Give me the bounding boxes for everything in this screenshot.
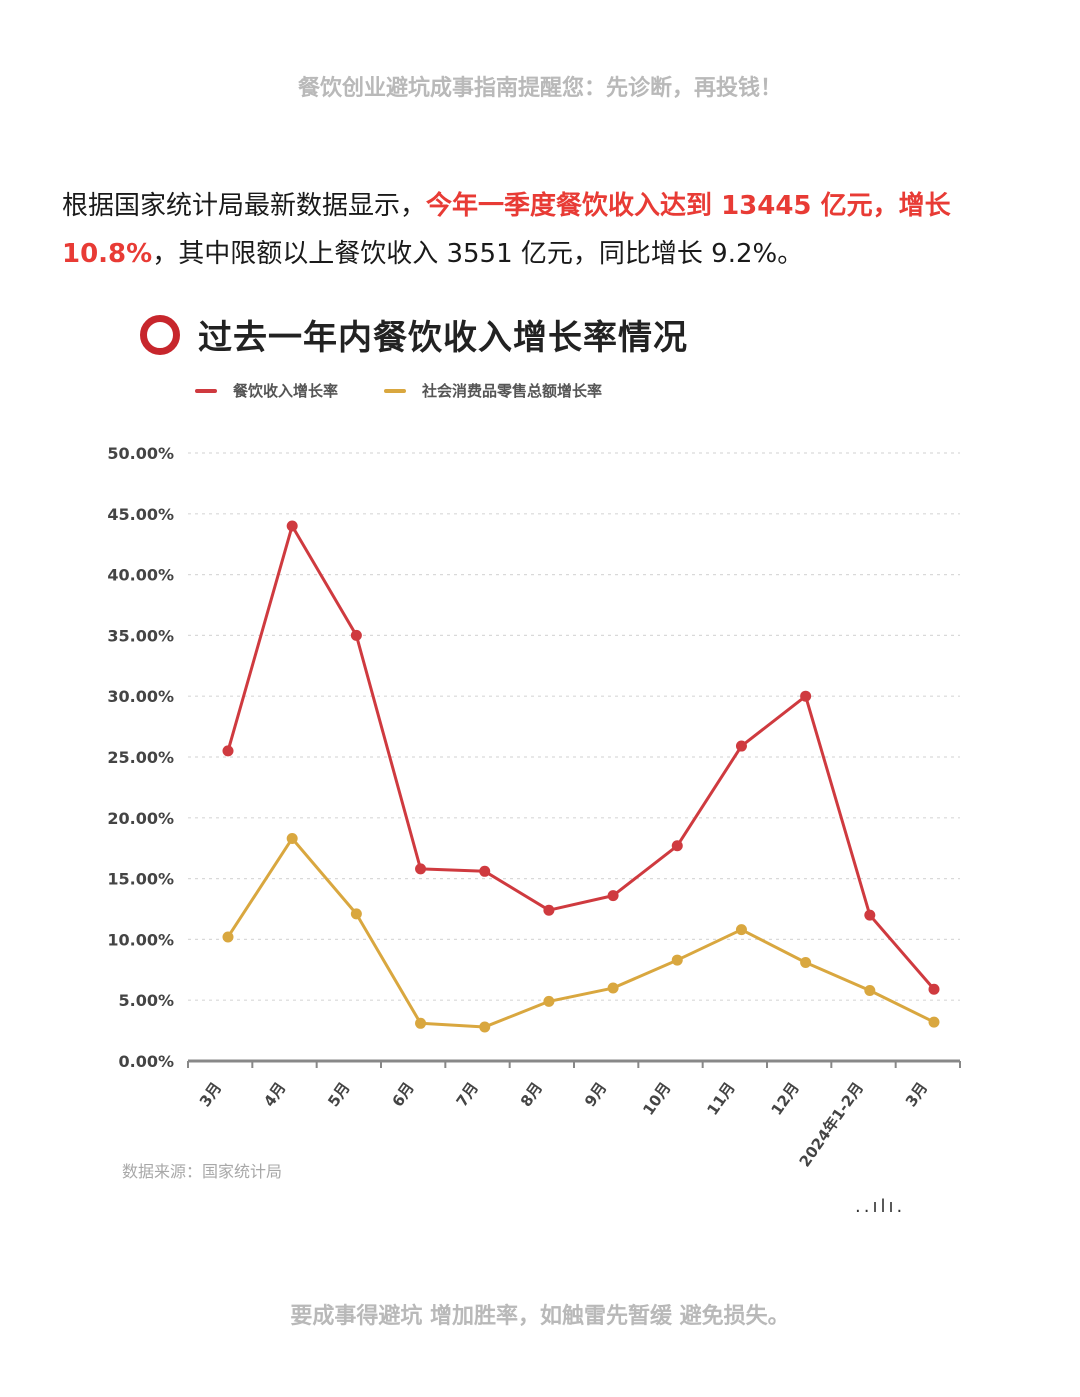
series-retail-point [928, 1016, 940, 1028]
series-restaurant-point [864, 909, 876, 921]
y-tick-label: 30.00% [107, 687, 174, 706]
y-tick-label: 20.00% [107, 809, 174, 828]
series-restaurant-line [226, 524, 936, 991]
legend-swatch-gold [384, 388, 407, 393]
x-tick-label: 3月 [196, 1079, 225, 1110]
x-tick-label: 4月 [260, 1079, 289, 1110]
y-tick-label: 35.00% [107, 626, 174, 645]
series-retail-point [350, 908, 362, 920]
legend-label-restaurant: 餐饮收入增长率 [233, 382, 339, 400]
x-tick-label: 8月 [517, 1079, 546, 1110]
series-retail-point [607, 982, 619, 994]
series-retail-point [479, 1021, 491, 1033]
series-restaurant-point [735, 740, 747, 752]
top-banner: 餐饮创业避坑成事指南提醒您：先诊断，再投钱！ [297, 76, 782, 101]
series-retail-line [226, 836, 936, 1029]
bottom-banner: 要成事得避坑 增加胜率，如触雷先暂缓 避免损失。 [290, 1304, 790, 1329]
series-restaurant-point [800, 690, 812, 702]
x-tick-label: 5月 [324, 1079, 353, 1110]
x-tick-label: 6月 [388, 1079, 417, 1110]
series-retail-point [286, 832, 298, 844]
series-restaurant-point [350, 629, 362, 641]
series-retail-point [800, 957, 812, 969]
chart-title: 过去一年内餐饮收入增长率情况 [140, 310, 688, 359]
series-restaurant-point [286, 520, 298, 532]
series-retail-point [415, 1017, 427, 1029]
series-restaurant-point [415, 863, 427, 875]
x-tick-label: 7月 [453, 1079, 482, 1110]
x-tick-label: 2024年1-2月 [796, 1079, 867, 1170]
y-tick-label: 10.00% [107, 930, 174, 949]
x-tick-label: 10月 [639, 1079, 674, 1119]
series-restaurant-point [479, 865, 491, 877]
series-restaurant-point [543, 904, 555, 916]
y-tick-label: 15.00% [107, 870, 174, 889]
x-tick-label: 11月 [703, 1079, 738, 1119]
chart-legend: 餐饮收入增长率 社会消费品零售总额增长率 [195, 380, 648, 401]
intro-highlight: 今年一季度餐饮收入达到 13445 亿元，增长 10.8% [62, 191, 951, 269]
intro-paragraph: 根据国家统计局最新数据显示，今年一季度餐饮收入达到 13445 亿元，增长 10… [62, 182, 1022, 278]
x-tick-label: 3月 [902, 1079, 931, 1110]
series-retail-point [671, 954, 683, 966]
series-retail-point [864, 984, 876, 996]
x-tick-label: 12月 [768, 1079, 803, 1119]
data-source: 数据来源：国家统计局 [122, 1162, 283, 1181]
series-restaurant-point [607, 890, 619, 902]
series-restaurant-point [671, 840, 683, 852]
series-restaurant-point [928, 983, 940, 995]
x-tick-label: 9月 [581, 1079, 610, 1110]
y-tick-label: 45.00% [107, 505, 174, 524]
series-retail-point [222, 931, 234, 943]
y-tick-label: 25.00% [107, 748, 174, 767]
intro-text-lead: 根据国家统计局最新数据显示， [62, 191, 427, 221]
legend-item-restaurant: 餐饮收入增长率 [195, 380, 338, 401]
title-ring-icon [140, 314, 180, 355]
series-retail-point [735, 924, 747, 936]
chart-title-text: 过去一年内餐饮收入增长率情况 [198, 318, 688, 358]
legend-swatch-red [195, 388, 217, 393]
intro-text-tail: ，其中限额以上餐饮收入 3551 亿元，同比增长 9.2%。 [152, 239, 804, 269]
series-restaurant-point [222, 745, 234, 757]
y-tick-label: 50.00% [107, 444, 174, 463]
series-retail-point [543, 995, 555, 1007]
legend-item-retail: 社会消费品零售总额增长率 [384, 380, 602, 401]
y-tick-label: 5.00% [118, 991, 174, 1010]
y-tick-label: 0.00% [118, 1052, 174, 1071]
y-tick-label: 40.00% [107, 566, 174, 585]
legend-label-retail: 社会消费品零售总额增长率 [422, 382, 603, 400]
watermark-mark: ..ılı. [855, 1196, 906, 1217]
